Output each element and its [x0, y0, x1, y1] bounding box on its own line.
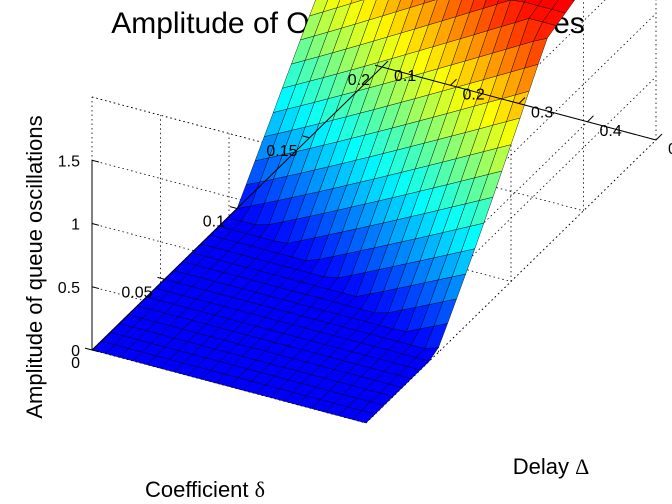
- z-tick-label: 0.5: [58, 280, 80, 297]
- surface-cell: [469, 0, 487, 13]
- y-tick-label: 0.5: [668, 141, 672, 158]
- surface-cell: [496, 0, 511, 5]
- x-tick-label: 0.05: [121, 284, 152, 301]
- axes: 0 0.5 1 1.5 0 0.05 0.1 0.15 0.2 0.1 0.2 0.3 0.4 0.5: [58, 60, 672, 372]
- surface-cell: [395, 0, 413, 13]
- y-tick-label: 0.1: [394, 68, 416, 85]
- x-tick-label: 0: [71, 355, 80, 372]
- surface-cell: [510, 0, 527, 3]
- z-tick-label: 0: [71, 343, 80, 360]
- surface-cell: [322, 0, 341, 13]
- x-tick-label: 0.1: [203, 214, 225, 231]
- surface-cell: [423, 0, 436, 4]
- z-tick-label: 1.5: [58, 153, 80, 170]
- y-tick-label: 0.3: [531, 105, 553, 122]
- y-axis-label: Delay Δ: [513, 454, 590, 479]
- x-axis-label: Coefficient δ: [145, 477, 265, 502]
- surface-cell: [482, 0, 499, 9]
- surface-cell: [350, 0, 364, 4]
- z-tick-label: 1: [71, 217, 80, 234]
- surface-cell: [537, 0, 559, 10]
- y-tick-label: 0.4: [600, 123, 622, 140]
- surface-cell: [336, 0, 353, 9]
- surface-mesh: [91, 0, 575, 424]
- surface-cell: [409, 0, 426, 8]
- y-tick-label: 0.2: [463, 86, 485, 103]
- x-tick-label: 0.15: [266, 143, 297, 160]
- z-axis-label: Amplitude of queue oscillations: [22, 115, 47, 418]
- x-tick-label: 0.2: [348, 72, 370, 89]
- surface-cell: [309, 0, 328, 17]
- surface-cell: [523, 0, 543, 6]
